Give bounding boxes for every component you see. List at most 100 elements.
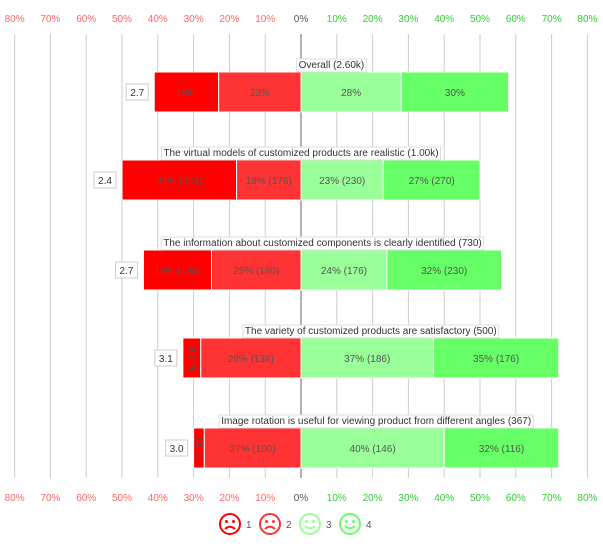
- happy-face-icon: [339, 513, 361, 535]
- bar-value-label: 27% (270): [409, 176, 455, 187]
- bar-value-label: 23%: [250, 88, 270, 99]
- bar-segment-2: [236, 159, 302, 201]
- x-tick-label-top: 60%: [506, 14, 526, 25]
- category-title-background: [296, 58, 367, 73]
- bar-value-label: 18%: [176, 88, 196, 99]
- x-tick-label-top: 50%: [112, 14, 132, 25]
- bar-segment-3: [300, 249, 388, 291]
- bar-segment-4: [386, 249, 502, 291]
- mean-score-box: [114, 261, 138, 279]
- mean-score-box: [165, 439, 189, 457]
- bar-segment-4: [400, 71, 510, 113]
- x-tick-label-bottom: 30%: [398, 493, 418, 504]
- category-title-background: [160, 236, 485, 251]
- category-title-background: [218, 414, 534, 429]
- legend-label: 4: [366, 520, 372, 531]
- bar-value-label: 32% (116): [479, 444, 524, 455]
- mean-score-box: [93, 171, 117, 189]
- x-tick-label-top: 60%: [76, 14, 96, 25]
- bar-segment-1: [142, 249, 212, 291]
- x-tick-label-bottom: 70%: [542, 493, 562, 504]
- x-tick-label-top: 70%: [40, 14, 60, 25]
- x-tick-label-bottom: 20%: [219, 493, 239, 504]
- sad-face-icon: [219, 513, 241, 535]
- x-tick-label-top: 40%: [148, 14, 168, 25]
- x-tick-label-bottom: 70%: [40, 493, 60, 504]
- bar-value-label: 27% (100): [230, 444, 276, 455]
- x-tick-label-bottom: 80%: [577, 493, 597, 504]
- x-tick-label-bottom: 30%: [184, 493, 204, 504]
- category-title-background: [160, 146, 442, 161]
- bar-segment-2: [203, 427, 302, 469]
- legend-label: 3: [326, 520, 332, 531]
- x-tick-label-bottom: 60%: [76, 493, 96, 504]
- x-tick-label-bottom: 80%: [5, 493, 25, 504]
- bar-segment-3: [300, 427, 445, 469]
- category-title: Image rotation is useful for viewing pro…: [221, 416, 531, 427]
- bar-value-label: 24% (176): [321, 266, 367, 277]
- bar-value-label: 18% (176): [246, 176, 292, 187]
- x-tick-label-bottom: 50%: [470, 493, 490, 504]
- bar-value-label: 30%: [445, 88, 465, 99]
- bar-segment-3: [300, 159, 384, 201]
- mean-score: 2.7: [120, 266, 134, 277]
- bar-value-label: 25% (180): [233, 266, 279, 277]
- mean-score-box: [125, 83, 149, 101]
- bar-segment-2: [218, 71, 302, 113]
- bar-segment-3: [300, 337, 434, 379]
- bar-value-label: 35% (176): [473, 354, 519, 365]
- category-title: Overall (2.60k): [299, 60, 365, 71]
- mean-score: 2.4: [98, 176, 112, 187]
- mean-score: 2.7: [130, 88, 144, 99]
- x-tick-label-bottom: 60%: [506, 493, 526, 504]
- bar-value-label: 19% (138): [154, 266, 200, 277]
- bar-value-label: 40% (146): [350, 444, 396, 455]
- bar-value-label: (10) %: [187, 345, 197, 372]
- x-tick-label-bottom: 10%: [327, 493, 347, 504]
- mean-score-box: [154, 349, 178, 367]
- bar-segment-4: [432, 337, 560, 379]
- category-title: The variety of customized products are s…: [245, 326, 497, 337]
- x-tick-label-top: 30%: [184, 14, 204, 25]
- x-tick-label-top: 20%: [219, 14, 239, 25]
- sad-face-icon: [259, 513, 281, 535]
- bar-segment-3: [300, 71, 402, 113]
- bar-segment-1: [153, 71, 220, 113]
- x-tick-label-bottom: 10%: [255, 493, 275, 504]
- x-tick-label-top: 10%: [327, 14, 347, 25]
- bar-value-label: 37% (186): [344, 354, 390, 365]
- mean-score: 3.0: [170, 444, 184, 455]
- bar-value-label: 23% (230): [319, 176, 365, 187]
- x-tick-label-top: 40%: [434, 14, 454, 25]
- bar-segment-2: [211, 249, 302, 291]
- category-title: The information about customized compone…: [163, 238, 482, 249]
- mean-score: 3.1: [159, 354, 173, 365]
- category-title: The virtual models of customized product…: [163, 148, 438, 159]
- bar-value-label: 32% (230): [421, 266, 467, 277]
- x-tick-label-top: 30%: [398, 14, 418, 25]
- x-tick-label-top: 80%: [577, 14, 597, 25]
- x-tick-label-bottom: 40%: [148, 493, 168, 504]
- x-tick-label-bottom: 50%: [112, 493, 132, 504]
- x-tick-label-top: 0%: [294, 14, 309, 25]
- x-tick-label-top: 80%: [5, 14, 25, 25]
- x-tick-label-top: 20%: [363, 14, 383, 25]
- x-tick-label-bottom: 20%: [363, 493, 383, 504]
- legend-label: 2: [286, 520, 292, 531]
- x-tick-label-bottom: 0%: [294, 493, 309, 504]
- x-tick-label-top: 10%: [255, 14, 275, 25]
- bar-value-label: (9) %: [195, 437, 205, 459]
- bar-value-label: 32% (324): [156, 176, 202, 187]
- diverging-bar-chart: 80% 80% 70% 70% 60% 60% 50% 50% 40% 40% 30% 30% 20% 2…: [5, 14, 598, 504]
- category-title-background: [242, 324, 500, 339]
- x-tick-label-top: 70%: [542, 14, 562, 25]
- bar-segment-4: [382, 159, 481, 201]
- legend-label: 1: [246, 520, 252, 531]
- x-tick-label-top: 50%: [470, 14, 490, 25]
- bar-segment-1: [121, 159, 238, 201]
- bar-value-label: 28%: [341, 88, 361, 99]
- bar-value-label: 28% (138): [228, 354, 274, 365]
- happy-face-icon: [299, 513, 321, 535]
- x-tick-label-bottom: 40%: [434, 493, 454, 504]
- chart-legend: 1 2 3 4: [0, 512, 603, 542]
